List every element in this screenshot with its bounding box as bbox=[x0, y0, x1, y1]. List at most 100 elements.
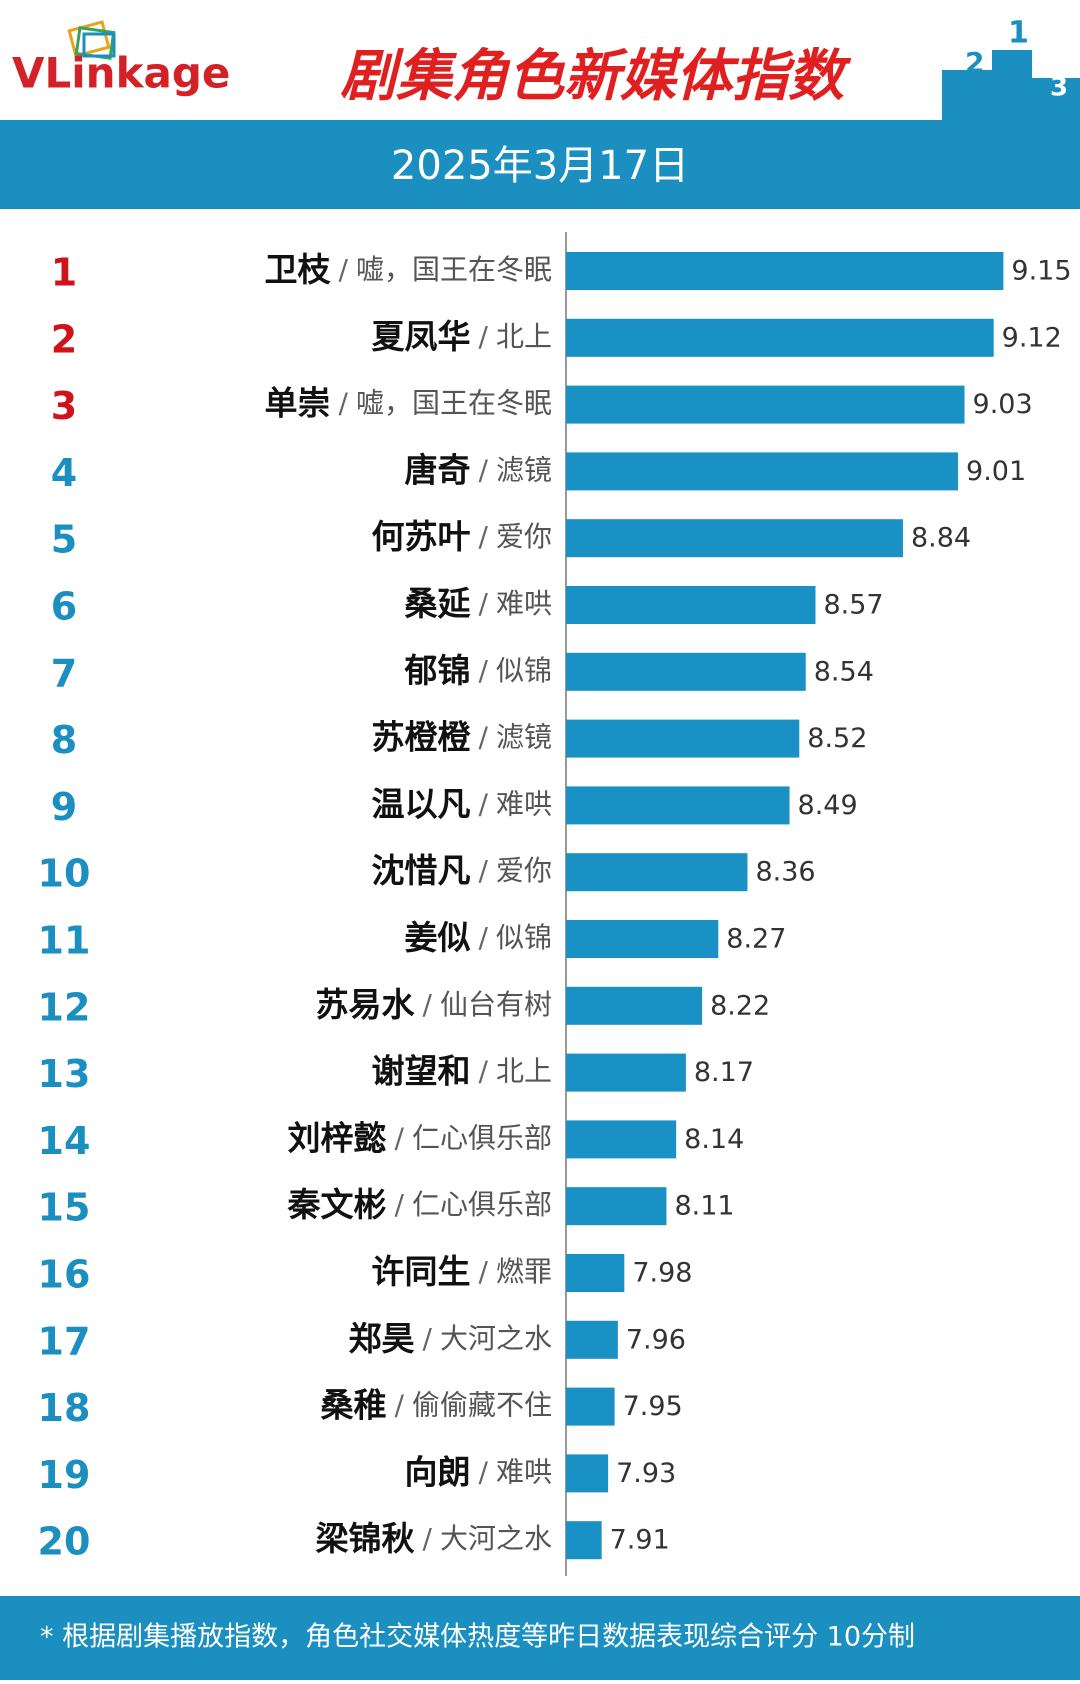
character-name: 苏易水 bbox=[316, 984, 416, 1023]
row-label: 向朗 / 难哄 bbox=[405, 1452, 552, 1491]
bar bbox=[566, 719, 800, 758]
rank: 7 bbox=[51, 651, 77, 695]
character-name: 郁锦 bbox=[404, 650, 471, 689]
value-label: 9.12 bbox=[1002, 322, 1062, 353]
separator: / bbox=[479, 453, 489, 486]
drama-name: 爱你 bbox=[496, 854, 552, 887]
bar bbox=[566, 920, 719, 958]
rank: 6 bbox=[51, 585, 77, 629]
separator: / bbox=[339, 253, 349, 286]
separator: / bbox=[423, 1522, 433, 1555]
rank: 1 bbox=[51, 251, 77, 295]
bar bbox=[566, 1320, 618, 1359]
separator: / bbox=[479, 1055, 489, 1088]
rank: 17 bbox=[38, 1319, 91, 1363]
logo: VLinkage bbox=[12, 49, 230, 98]
bar bbox=[566, 586, 816, 624]
rank: 14 bbox=[38, 1119, 91, 1163]
drama-name: 大河之水 bbox=[440, 1322, 552, 1355]
row-label: 温以凡 / 难哄 bbox=[372, 784, 552, 823]
value-label: 8.36 bbox=[755, 857, 815, 888]
value-label: 8.22 bbox=[710, 990, 770, 1021]
value-label: 8.54 bbox=[814, 656, 874, 687]
character-name: 秦文彬 bbox=[287, 1185, 387, 1224]
character-name: 温以凡 bbox=[372, 784, 471, 823]
rank: 11 bbox=[38, 919, 91, 963]
bar bbox=[566, 853, 748, 892]
bar bbox=[566, 1053, 686, 1092]
character-name: 许同生 bbox=[372, 1252, 471, 1291]
character-name: 桑延 bbox=[405, 584, 472, 623]
row-label: 唐奇 / 滤镜 bbox=[405, 450, 552, 489]
drama-name: 似锦 bbox=[496, 921, 552, 954]
date-band bbox=[0, 120, 1080, 209]
drama-name: 偷偷藏不住 bbox=[412, 1389, 552, 1422]
drama-name: 燃罪 bbox=[496, 1255, 552, 1288]
bar bbox=[566, 519, 903, 558]
bar bbox=[566, 1521, 602, 1560]
svg-text:3: 3 bbox=[1050, 73, 1068, 103]
rank: 18 bbox=[38, 1386, 91, 1430]
rank: 4 bbox=[51, 451, 77, 495]
bar bbox=[566, 1120, 677, 1159]
value-label: 8.84 bbox=[911, 523, 971, 554]
footer-note: * 根据剧集播放指数，角色社交媒体热度等昨日数据表现综合评分 10分制 bbox=[40, 1622, 915, 1653]
bar bbox=[566, 652, 806, 691]
rank: 20 bbox=[38, 1520, 91, 1564]
separator: / bbox=[395, 1121, 405, 1154]
bar bbox=[566, 1254, 625, 1292]
drama-name: 嘘，国王在冬眠 bbox=[356, 387, 552, 420]
character-name: 苏橙橙 bbox=[372, 717, 472, 756]
drama-name: 滤镜 bbox=[496, 453, 552, 486]
drama-name: 嘘，国王在冬眠 bbox=[356, 253, 552, 286]
value-label: 7.95 bbox=[623, 1391, 683, 1422]
rank: 12 bbox=[38, 985, 91, 1029]
row-label: 桑稚 / 偷偷藏不住 bbox=[321, 1385, 552, 1424]
separator: / bbox=[423, 1322, 433, 1355]
bar bbox=[566, 1187, 667, 1226]
bar bbox=[566, 1387, 615, 1426]
value-label: 8.17 bbox=[694, 1057, 754, 1088]
svg-text:1: 1 bbox=[1008, 16, 1029, 51]
value-label: 7.91 bbox=[610, 1525, 670, 1556]
rank: 9 bbox=[51, 785, 77, 829]
footer-band bbox=[0, 1596, 1080, 1680]
value-label: 7.93 bbox=[616, 1458, 676, 1489]
bar bbox=[566, 385, 965, 424]
value-label: 9.01 bbox=[966, 456, 1026, 487]
row-label: 谢望和 / 北上 bbox=[372, 1051, 552, 1090]
bar bbox=[566, 1454, 609, 1493]
separator: / bbox=[479, 854, 489, 887]
drama-name: 仙台有树 bbox=[440, 988, 552, 1021]
rank: 10 bbox=[38, 852, 91, 896]
drama-name: 仁心俱乐部 bbox=[412, 1121, 552, 1154]
row-label: 秦文彬 / 仁心俱乐部 bbox=[287, 1185, 552, 1224]
separator: / bbox=[423, 988, 433, 1021]
separator: / bbox=[479, 520, 489, 553]
separator: / bbox=[479, 1255, 489, 1288]
rank: 16 bbox=[38, 1253, 91, 1297]
drama-name: 难哄 bbox=[496, 787, 552, 820]
bar bbox=[566, 252, 1004, 290]
row-label: 郑昊 / 大河之水 bbox=[349, 1318, 552, 1357]
svg-text:2: 2 bbox=[965, 46, 984, 79]
bar bbox=[566, 318, 994, 357]
character-name: 谢望和 bbox=[372, 1051, 471, 1090]
rank: 5 bbox=[51, 518, 77, 562]
value-label: 7.98 bbox=[632, 1258, 692, 1289]
bar bbox=[566, 986, 703, 1025]
character-name: 沈惜凡 bbox=[372, 851, 471, 890]
row-label: 单崇 / 嘘，国王在冬眠 bbox=[265, 383, 552, 422]
row-label: 桑延 / 难哄 bbox=[405, 584, 552, 623]
character-name: 何苏叶 bbox=[372, 517, 471, 556]
character-name: 向朗 bbox=[405, 1452, 471, 1491]
separator: / bbox=[479, 721, 489, 754]
character-name: 刘梓懿 bbox=[288, 1118, 387, 1157]
row-label: 卫枝 / 嘘，国王在冬眠 bbox=[265, 250, 552, 289]
character-name: 夏凤华 bbox=[372, 316, 471, 355]
bar bbox=[566, 452, 959, 491]
drama-name: 仁心俱乐部 bbox=[412, 1188, 552, 1221]
row-label: 刘梓懿 / 仁心俱乐部 bbox=[288, 1118, 552, 1157]
value-label: 9.03 bbox=[973, 389, 1033, 420]
